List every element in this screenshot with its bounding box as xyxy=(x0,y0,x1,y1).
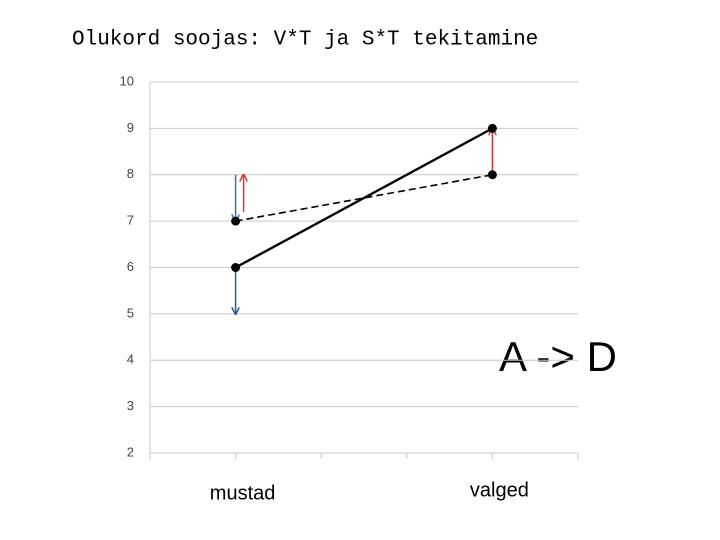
y-tick-label: 3 xyxy=(127,398,134,413)
annotation: A -> D xyxy=(499,333,617,380)
point xyxy=(487,170,497,180)
y-tick-label: 7 xyxy=(127,213,134,228)
x-tick-label: mustad xyxy=(210,482,276,504)
y-tick-label: 8 xyxy=(127,166,134,181)
y-tick-label: 5 xyxy=(127,305,134,320)
point xyxy=(487,123,497,133)
y-tick-label: 10 xyxy=(120,73,134,88)
point xyxy=(231,216,241,226)
point xyxy=(231,263,241,272)
y-tick-label: 2 xyxy=(127,444,134,459)
y-tick-label: 6 xyxy=(127,259,134,274)
y-tick-label: 9 xyxy=(127,120,134,135)
y-tick-label: 4 xyxy=(127,352,134,367)
chart-title: Olukord soojas: V*T ja S*T tekitamine xyxy=(72,29,538,52)
x-tick-label: valged xyxy=(470,479,529,501)
line xyxy=(235,127,493,269)
